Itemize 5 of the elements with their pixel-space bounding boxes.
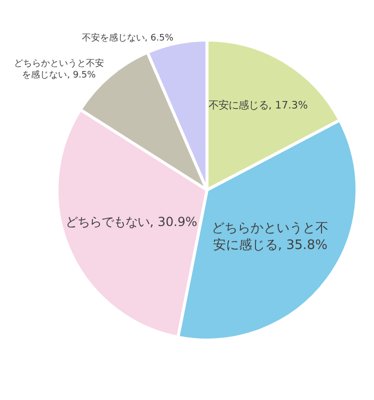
slice-label: 不安を感じない, 6.5% bbox=[82, 32, 174, 44]
slice-label: どちらでもない, 30.9% bbox=[66, 214, 198, 229]
slice-label: 不安に感じる, 17.3% bbox=[208, 100, 308, 112]
slice-label: どちらかというと不安を感じない, 9.5% bbox=[14, 58, 104, 81]
slice-label: どちらかというと不安に感じる, 35.8% bbox=[212, 221, 329, 254]
